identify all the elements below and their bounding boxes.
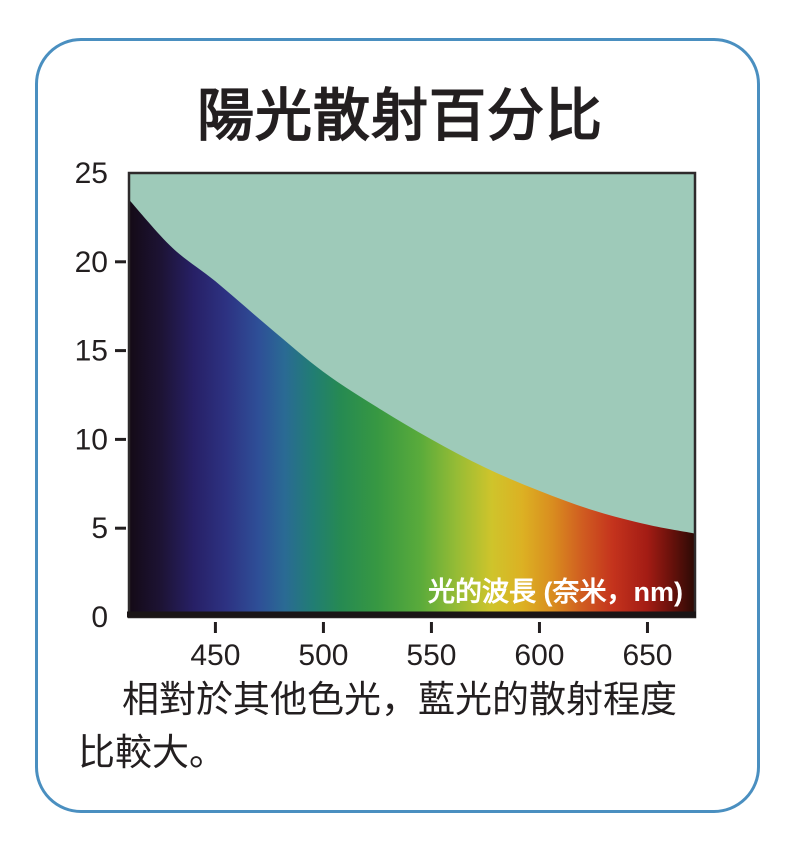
figure-title: 陽光散射百分比 xyxy=(197,84,603,148)
scattering-spectrum-area xyxy=(129,199,695,617)
x-axis-ticks xyxy=(213,622,649,633)
y-tick-label: 20 xyxy=(75,246,108,279)
y-axis-tick-labels: 0 5 10 15 20 25 xyxy=(75,157,108,634)
y-tick-label: 5 xyxy=(91,512,108,545)
x-tick-label: 500 xyxy=(298,639,348,672)
chart-container: 光的波長 (奈米，nm) 0 5 10 15 20 25 450 500 550 600 650 xyxy=(55,148,745,673)
x-tick-label: 600 xyxy=(514,639,564,672)
x-tick-label: 450 xyxy=(190,639,240,672)
y-tick-label: 10 xyxy=(75,423,108,456)
x-tick-label: 550 xyxy=(406,639,456,672)
x-tick-label: 650 xyxy=(622,639,672,672)
y-tick-label: 0 xyxy=(91,601,108,634)
figure-caption: 相對於其他色光，藍光的散射程度比較大。 xyxy=(78,679,677,773)
y-tick-label: 15 xyxy=(75,335,108,368)
scattering-area-chart: 光的波長 (奈米，nm) 0 5 10 15 20 25 450 500 550 600 650 xyxy=(75,157,697,672)
x-axis-tick-labels: 450 500 550 600 650 xyxy=(190,639,672,672)
x-axis-label: 光的波長 (奈米，nm) xyxy=(427,576,683,607)
y-tick-label: 25 xyxy=(75,157,108,190)
y-axis-ticks xyxy=(115,260,126,530)
